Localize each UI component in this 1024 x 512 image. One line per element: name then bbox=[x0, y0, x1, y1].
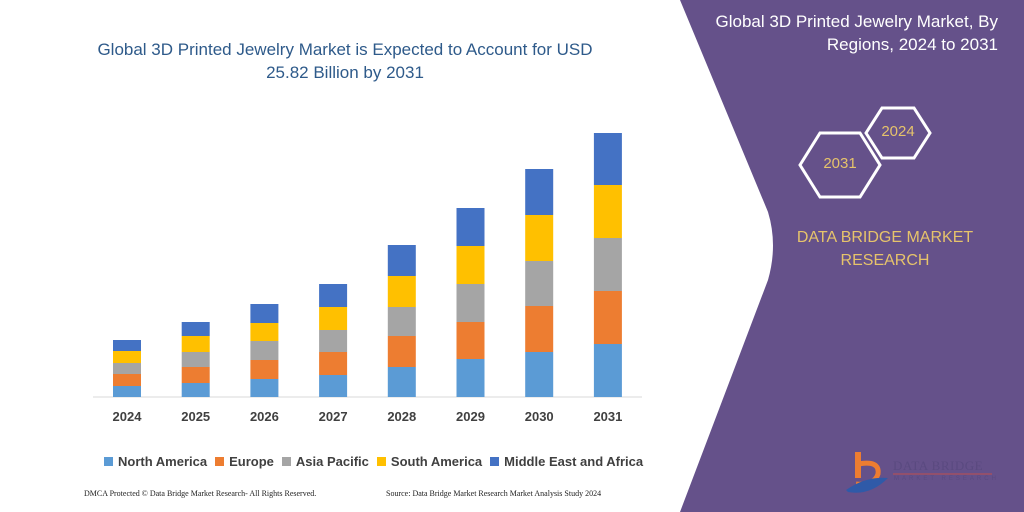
x-tick-label: 2026 bbox=[250, 409, 279, 424]
legend-item: South America bbox=[376, 454, 483, 469]
bar-segment bbox=[113, 363, 141, 374]
bar-segment bbox=[387, 367, 416, 397]
bar-segment bbox=[319, 352, 348, 375]
x-tick-label: 2029 bbox=[456, 409, 485, 424]
x-tick-label: 2027 bbox=[319, 409, 348, 424]
bar-segment bbox=[319, 284, 348, 307]
bar-segment bbox=[181, 336, 210, 352]
bar-segment bbox=[525, 261, 554, 306]
legend-label: Middle East and Africa bbox=[504, 454, 644, 469]
brand-text: DATA BRIDGE MARKET RESEARCH bbox=[796, 229, 974, 269]
bar-segment bbox=[593, 238, 622, 291]
legend-label: Asia Pacific bbox=[295, 454, 369, 469]
x-tick-label: 2025 bbox=[181, 409, 210, 424]
chart-title: Global 3D Printed Jewelry Market is Expe… bbox=[97, 40, 593, 82]
x-tick-label: 2024 bbox=[113, 409, 143, 424]
bar-segment bbox=[250, 304, 279, 323]
bar-segment bbox=[456, 359, 485, 397]
bar-segment bbox=[181, 322, 210, 336]
bar-segment bbox=[593, 344, 622, 397]
bar-segment bbox=[250, 323, 279, 341]
legend-label: South America bbox=[390, 454, 483, 469]
footer-source: Source: Data Bridge Market Research Mark… bbox=[386, 489, 602, 498]
hex-start-label: 2024 bbox=[881, 123, 915, 140]
bar-segment bbox=[113, 340, 141, 351]
bar-segment bbox=[113, 386, 141, 397]
legend-item: Europe bbox=[215, 454, 274, 469]
x-tick-label: 2031 bbox=[593, 409, 622, 424]
side-panel bbox=[680, 0, 1024, 512]
legend-swatch bbox=[376, 457, 386, 466]
legend-item: Asia Pacific bbox=[281, 454, 369, 469]
chart: 2024 2025 2026 2027 2028 2029 2030 2031 bbox=[93, 133, 642, 424]
hex-2024 bbox=[864, 106, 932, 160]
bar-segment bbox=[319, 375, 348, 397]
bar-segment bbox=[250, 341, 279, 360]
bar-segment bbox=[525, 169, 554, 215]
legend-item: North America bbox=[104, 454, 207, 469]
bar-segment bbox=[593, 133, 622, 185]
bar-segment bbox=[525, 306, 554, 352]
legend-swatch bbox=[215, 457, 225, 466]
bar-segment bbox=[456, 208, 485, 246]
logo-subtext: MARKET RESEARCH bbox=[894, 476, 999, 482]
hex-2031 bbox=[798, 131, 882, 199]
bar-segment bbox=[113, 374, 141, 386]
bar-segment bbox=[525, 215, 554, 261]
bar-segment bbox=[319, 330, 348, 352]
bar-segment bbox=[456, 284, 485, 322]
legend-label: Europe bbox=[229, 454, 274, 469]
logo-icon bbox=[846, 452, 888, 493]
legend-item: Middle East and Africa bbox=[490, 454, 643, 469]
bar-segment bbox=[181, 352, 210, 367]
logo-text: DATA BRIDGE bbox=[893, 458, 984, 473]
bar-segment bbox=[319, 307, 348, 330]
bar-segment bbox=[181, 367, 210, 383]
bar-segment bbox=[113, 351, 141, 363]
bar-segment bbox=[387, 245, 416, 276]
bar-segment bbox=[250, 360, 279, 379]
bar-segment bbox=[387, 336, 416, 367]
bar-segment bbox=[593, 291, 622, 344]
legend-swatch bbox=[104, 457, 113, 466]
footer-copyright: DMCA Protected © Data Bridge Market Rese… bbox=[84, 489, 317, 498]
bar-segment bbox=[456, 246, 485, 284]
bar-segment bbox=[593, 185, 622, 238]
legend: North America Europe Asia Pacific South Ame… bbox=[104, 454, 643, 469]
bar-segment bbox=[387, 276, 416, 307]
bar-segment bbox=[456, 322, 485, 359]
legend-swatch bbox=[281, 457, 291, 466]
x-tick-label: 2030 bbox=[525, 409, 554, 424]
legend-label: North America bbox=[118, 454, 208, 469]
bar-segment bbox=[250, 379, 279, 397]
bar-segment bbox=[181, 383, 210, 397]
bar-segment bbox=[525, 352, 554, 397]
hex-end-label: 2031 bbox=[823, 155, 857, 172]
side-title: Global 3D Printed Jewelry Market, By Reg… bbox=[715, 12, 999, 54]
bar-segment bbox=[387, 307, 416, 336]
x-tick-label: 2028 bbox=[387, 409, 416, 424]
legend-swatch bbox=[490, 457, 500, 466]
